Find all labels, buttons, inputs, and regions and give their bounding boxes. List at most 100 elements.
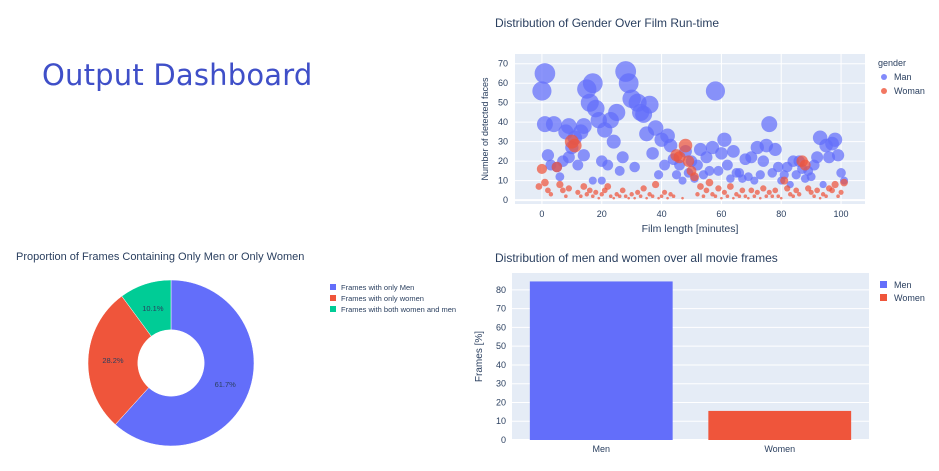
scatter-point-woman (548, 192, 554, 197)
scatter-point-woman (536, 163, 548, 175)
scatter-point-woman (617, 194, 622, 199)
scatter-point-woman (748, 187, 755, 194)
scatter-point-woman (593, 189, 599, 195)
bar-y-tick-label: 60 (496, 322, 506, 332)
scatter-point-man (704, 165, 715, 176)
scatter-point-woman (629, 192, 634, 197)
scatter-point-man (721, 159, 733, 171)
scatter-y-tick-label: 20 (498, 156, 508, 166)
scatter-point-man (575, 118, 592, 134)
scatter-point-woman (579, 194, 583, 199)
scatter-point-man (572, 159, 584, 171)
scatter-point-man (545, 116, 562, 133)
bar-y-axis-label: Frames [%] (474, 331, 485, 382)
scatter-point-woman (796, 192, 802, 197)
scatter-point-man (755, 170, 765, 180)
scatter-point-man (700, 151, 713, 164)
scatter-point-woman (725, 194, 730, 199)
scatter-point-man (827, 132, 843, 147)
scatter-point-woman (619, 187, 626, 194)
scatter-legend-label: Man (894, 72, 912, 82)
scatter-point-woman (780, 176, 789, 185)
scatter-point-woman (666, 196, 669, 200)
scatter-point-man (772, 161, 784, 173)
scatter-point-man (560, 118, 577, 134)
scatter-x-tick-label: 100 (834, 209, 849, 219)
scatter-point-man (646, 147, 659, 160)
scatter-point-woman (743, 194, 748, 199)
scatter-point-woman (734, 192, 739, 197)
pie-legend-label: Frames with only Men (341, 283, 414, 292)
scatter-point-woman (805, 185, 812, 192)
scatter-point-man (582, 73, 603, 94)
scatter-point-woman (650, 194, 655, 199)
pie-legend-marker (330, 284, 336, 290)
scatter-point-woman (659, 194, 664, 199)
scatter-x-axis-label: Film length [minutes] (642, 223, 739, 234)
page-title: Output Dashboard (42, 58, 313, 92)
scatter-point-woman (697, 183, 704, 190)
scatter-point-man (757, 155, 770, 167)
scatter-point-man (534, 63, 556, 84)
scatter-point-woman (681, 196, 684, 200)
scatter-point-woman (673, 151, 686, 164)
scatter-point-man (678, 176, 687, 185)
bar-y-tick-label: 50 (496, 341, 506, 351)
scatter-chart-title: Distribution of Gender Over Film Run-tim… (495, 16, 720, 30)
bar-y-tick-label: 80 (496, 285, 506, 295)
scatter-point-woman (668, 192, 673, 197)
scatter-point-woman (608, 194, 613, 199)
scatter-point-woman (760, 185, 767, 192)
scatter-point-woman (695, 192, 700, 197)
scatter-point-man (717, 132, 732, 147)
scatter-point-man (629, 161, 640, 173)
scatter-point-woman (541, 178, 549, 187)
scatter-x-tick-label: 60 (716, 209, 726, 219)
scatter-point-man (836, 168, 846, 178)
scatter-chart: 0 20 40 60 80 100 0 10 20 30 40 50 60 70 Film length [… (480, 54, 925, 234)
scatter-point-woman (831, 180, 839, 189)
scatter-point-man (616, 151, 629, 164)
scatter-point-man (705, 81, 726, 101)
scatter-point-woman (737, 194, 742, 199)
bar-legend-marker (880, 281, 887, 288)
scatter-y-tick-label: 40 (498, 117, 508, 127)
scatter-point-woman (812, 194, 816, 199)
scatter-point-woman (726, 183, 734, 190)
scatter-point-woman (627, 196, 630, 200)
scatter-point-woman (633, 196, 636, 200)
scatter-point-woman (818, 196, 822, 200)
scatter-point-man (713, 165, 724, 176)
scatter-point-woman (705, 178, 714, 187)
scatter-point-woman (791, 194, 796, 199)
scatter-legend-title: gender (878, 58, 906, 68)
scatter-point-man (597, 176, 606, 185)
bar-men (529, 281, 673, 440)
scatter-point-man (768, 142, 782, 156)
scatter-point-woman (836, 194, 840, 199)
scatter-point-woman (764, 194, 769, 199)
scatter-legend-marker (881, 88, 887, 94)
scatter-legend-label: Woman (894, 86, 925, 96)
scatter-point-woman (535, 183, 543, 190)
scatter-point-woman (612, 196, 616, 200)
scatter-point-woman (739, 187, 746, 194)
scatter-point-woman (720, 196, 723, 200)
scatter-point-woman (635, 189, 641, 195)
bar-y-tick-label: 70 (496, 304, 506, 314)
scatter-point-woman (604, 183, 612, 190)
bar-legend-marker (880, 294, 887, 301)
scatter-point-woman (715, 185, 722, 192)
scatter-point-woman (657, 196, 660, 200)
scatter-point-man (659, 159, 671, 171)
scatter-point-man (606, 134, 621, 149)
scatter-point-woman (772, 187, 779, 194)
scatter-point-man (806, 172, 816, 182)
bar-women (708, 410, 852, 440)
pie-slice-3 (121, 279, 172, 337)
scatter-point-man (831, 149, 845, 162)
scatter-x-tick-label: 40 (657, 209, 667, 219)
scatter-point-man (608, 103, 626, 122)
scatter-point-woman (671, 194, 676, 199)
bar-y-tick-label: 30 (496, 379, 506, 389)
